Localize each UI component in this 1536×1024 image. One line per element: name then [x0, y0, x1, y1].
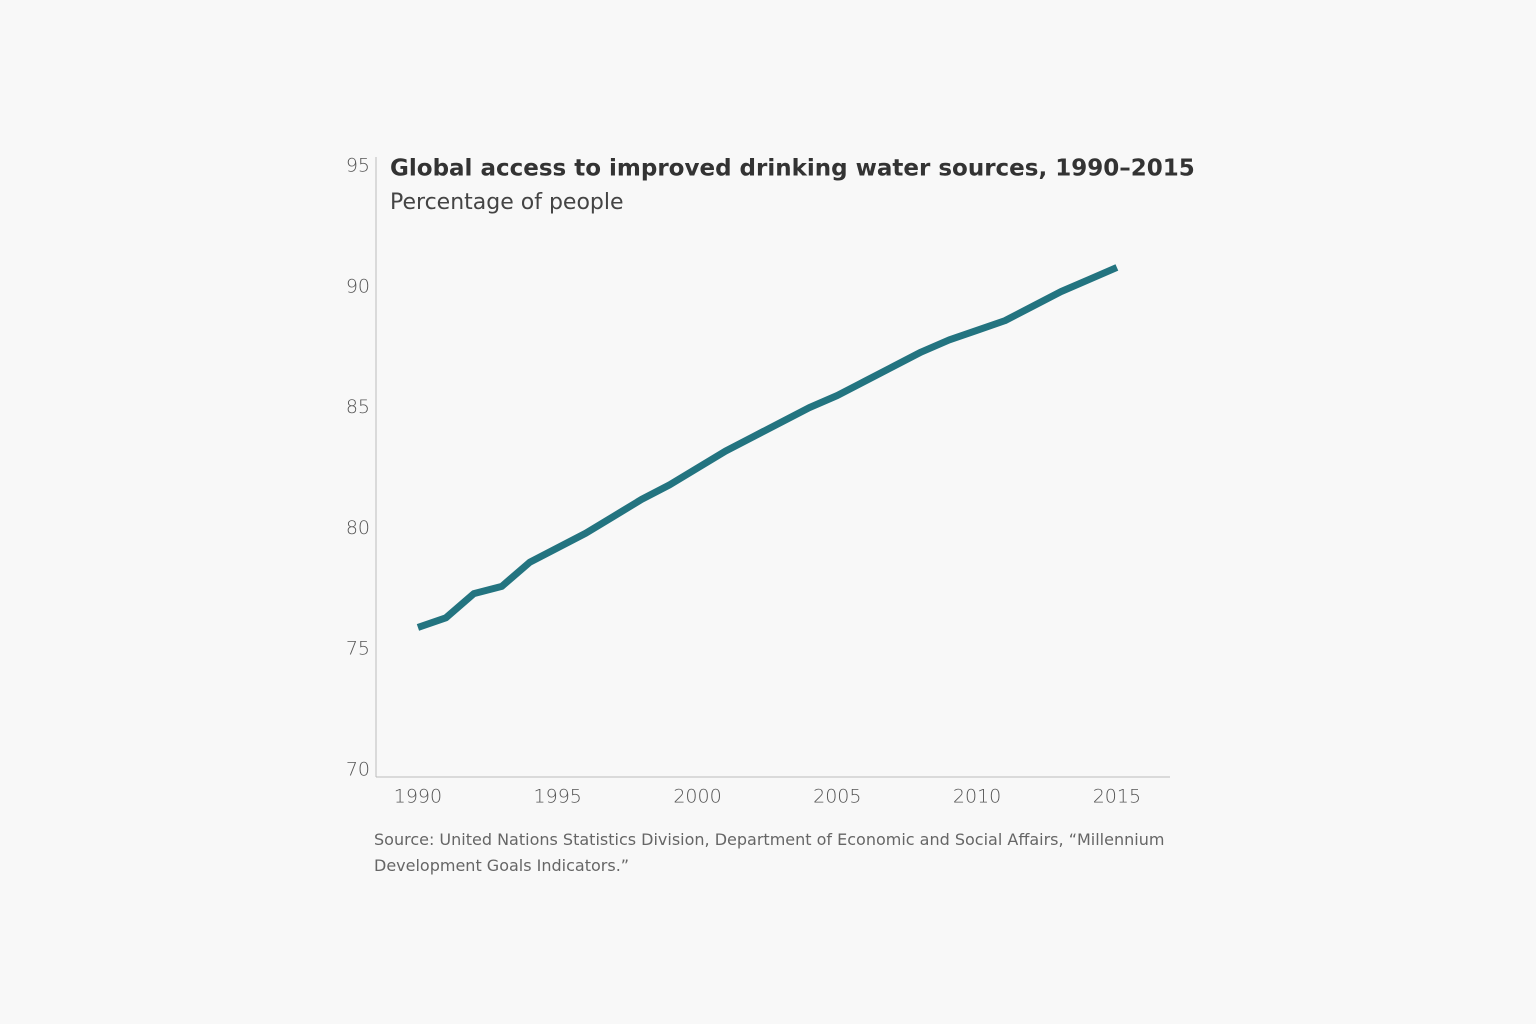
chart-subtitle: Percentage of people: [390, 190, 624, 215]
x-tick-label: 2005: [813, 786, 861, 808]
source-note: Source: United Nations Statistics Divisi…: [374, 830, 1165, 875]
chart-title: Global access to improved drinking water…: [390, 156, 1195, 182]
y-tick-label: 80: [346, 517, 370, 539]
x-tick-label: 2010: [953, 786, 1001, 808]
y-tick-label: 70: [346, 759, 370, 781]
y-tick-label: 75: [346, 638, 370, 660]
data-line: [416, 264, 1119, 631]
x-tick-label: 2015: [1093, 786, 1141, 808]
y-tick-label: 90: [346, 275, 370, 297]
x-tick-label: 1995: [534, 786, 582, 808]
y-tick-label: 85: [346, 396, 370, 418]
y-tick-label: 95: [346, 155, 370, 177]
x-tick-label: 2000: [673, 786, 721, 808]
x-tick-label: 1990: [394, 786, 442, 808]
